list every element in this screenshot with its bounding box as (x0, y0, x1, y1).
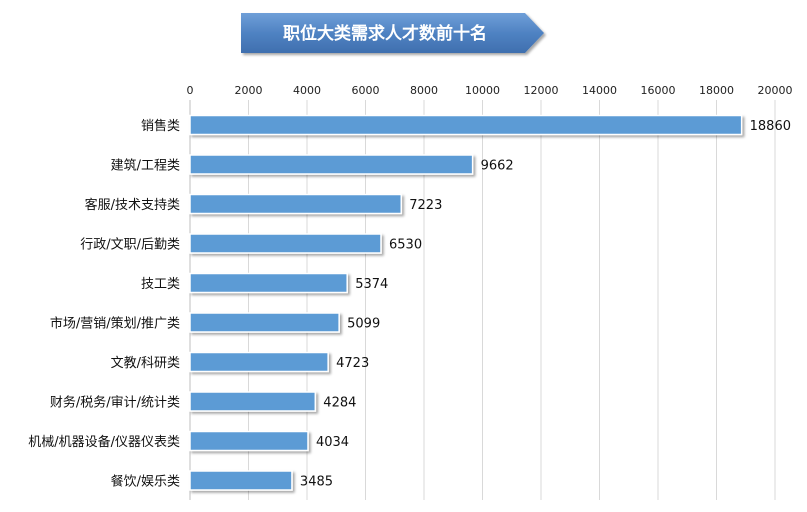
category-labels: 销售类建筑/工程类客服/技术支持类行政/文职/后勤类技工类市场/营销/策划/推广… (28, 118, 180, 490)
bar (189, 470, 293, 491)
category-label: 餐饮/娱乐类 (111, 474, 180, 490)
bar (189, 391, 317, 412)
category-label: 机械/机器设备/仪器仪表类 (28, 434, 180, 450)
data-label: 4034 (316, 435, 349, 450)
category-label: 文教/科研类 (111, 355, 180, 371)
x-tick-label: 2000 (235, 84, 263, 97)
x-tick-label: 0 (187, 84, 194, 97)
category-label: 销售类 (141, 118, 180, 134)
bar (189, 193, 403, 215)
x-tick-label: 8000 (410, 84, 438, 97)
x-tick-label: 12000 (524, 84, 559, 97)
data-label: 5099 (347, 317, 380, 332)
category-label: 客服/技术支持类 (85, 197, 180, 213)
data-label: 3485 (300, 475, 333, 490)
bar (189, 272, 348, 294)
title-banner: 职位大类需求人才数前十名 (241, 13, 544, 53)
category-label: 行政/文职/后勤类 (80, 238, 180, 253)
data-label: 5374 (355, 277, 388, 292)
bar (189, 114, 743, 136)
bar (189, 351, 329, 373)
data-label: 6530 (389, 238, 422, 253)
category-label: 建筑/工程类 (111, 158, 180, 174)
data-label: 9662 (481, 159, 514, 174)
data-label: 7223 (409, 198, 442, 213)
chart-title: 职位大类需求人才数前十名 (283, 23, 487, 44)
x-tick-label: 14000 (582, 84, 617, 97)
x-tick-label: 20000 (758, 84, 793, 97)
data-label: 18860 (750, 119, 791, 134)
bar (189, 312, 340, 333)
category-label: 市场/营销/策划/推广类 (50, 316, 180, 332)
x-axis-ticks: 0 2000 4000 6000 8000 10000 12000 14000 16000 180… (187, 84, 793, 97)
x-tick-label: 4000 (293, 84, 321, 97)
x-tick-label: 6000 (352, 84, 380, 97)
title-banner-shape (241, 13, 544, 53)
category-label: 技工类 (141, 277, 180, 292)
bars (189, 114, 743, 491)
x-tick-label: 10000 (465, 84, 500, 97)
bar (189, 233, 382, 254)
x-tick-label: 16000 (641, 84, 676, 97)
data-labels: 18860 9662 7223 6530 5374 5099 4723 4284 4034 348… (300, 119, 791, 490)
x-tick-label: 18000 (699, 84, 734, 97)
bar (189, 430, 309, 452)
data-label: 4723 (336, 356, 369, 371)
data-label: 4284 (323, 396, 356, 411)
bar (189, 154, 474, 175)
category-label: 财务/税务/审计/统计类 (50, 395, 180, 411)
